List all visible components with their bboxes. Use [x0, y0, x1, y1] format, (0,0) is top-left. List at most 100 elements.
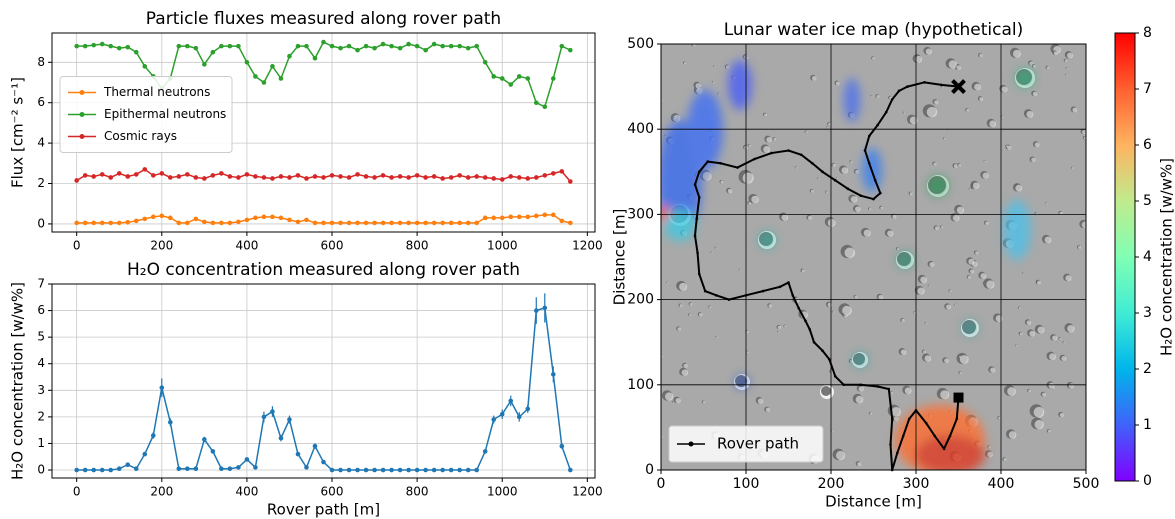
- point: [516, 74, 522, 79]
- crater-rim: [892, 214, 897, 219]
- crater-rim: [880, 206, 884, 210]
- point: [873, 179, 877, 182]
- colorbar: [1114, 32, 1136, 482]
- point: [423, 467, 428, 473]
- point: [219, 171, 224, 176]
- crater-rim: [844, 247, 856, 259]
- point: [287, 175, 292, 180]
- legend-box: [59, 76, 233, 153]
- crater-rim: [768, 304, 772, 308]
- crater-rim: [958, 163, 962, 167]
- point: [236, 219, 241, 225]
- crater-rim: [1015, 344, 1018, 347]
- point: [142, 64, 148, 69]
- crater-rim: [915, 55, 923, 63]
- x-tick-label: 100: [733, 476, 760, 492]
- crater-rim: [1012, 49, 1021, 58]
- legend-box: [668, 425, 824, 463]
- point: [159, 385, 165, 390]
- point: [74, 178, 79, 183]
- point: [533, 175, 539, 180]
- point: [821, 349, 824, 353]
- point: [287, 217, 292, 223]
- crater-rim: [876, 94, 880, 98]
- point: [397, 467, 403, 473]
- point: [176, 220, 182, 226]
- point: [304, 217, 309, 223]
- point: [431, 220, 437, 226]
- point: [185, 172, 190, 177]
- point: [440, 467, 445, 473]
- point: [465, 467, 471, 473]
- point: [108, 220, 114, 226]
- point: [236, 465, 241, 470]
- point: [482, 59, 488, 65]
- point: [312, 55, 318, 61]
- point: [278, 215, 284, 221]
- point: [491, 176, 497, 181]
- point: [380, 467, 386, 473]
- point: [99, 467, 105, 473]
- crater-rim: [928, 285, 931, 287]
- point: [116, 45, 122, 51]
- point: [525, 176, 531, 181]
- crater-rim: [710, 251, 713, 254]
- point: [448, 43, 454, 49]
- crater-rim: [972, 182, 980, 189]
- point: [867, 161, 871, 165]
- crater-rim: [1045, 202, 1048, 205]
- point: [150, 433, 156, 438]
- crater-rim: [1032, 64, 1036, 68]
- crater-rim: [665, 392, 674, 401]
- point: [185, 220, 190, 226]
- point: [448, 175, 454, 180]
- x-tick-label: 1200: [572, 485, 603, 499]
- point: [474, 43, 479, 49]
- legend-marker: [688, 441, 694, 447]
- point: [397, 220, 403, 226]
- point: [457, 220, 462, 226]
- crater-rim: [1007, 145, 1012, 150]
- point: [253, 215, 258, 221]
- point: [533, 308, 539, 313]
- crater-rim: [855, 206, 861, 212]
- axes-frame: [51, 283, 596, 479]
- point: [219, 466, 224, 471]
- crater-rim: [925, 48, 932, 55]
- point: [389, 220, 394, 226]
- point: [474, 467, 479, 473]
- point: [533, 100, 539, 106]
- point: [499, 76, 505, 81]
- crater-rim: [784, 325, 787, 328]
- point: [423, 220, 428, 226]
- point: [559, 43, 565, 49]
- colorbar-tick-label: 0: [1143, 473, 1152, 489]
- crater-rim: [828, 122, 832, 126]
- point: [287, 417, 292, 422]
- point: [889, 443, 892, 446]
- x-tick-label: 400: [235, 239, 258, 253]
- point: [887, 387, 891, 391]
- point: [491, 215, 497, 221]
- crater-rim: [1081, 221, 1086, 229]
- x-axis-label: Distance [m]: [825, 493, 922, 511]
- point: [380, 41, 386, 47]
- x-tick-label: 400: [235, 485, 258, 499]
- crater-rim: [1001, 86, 1008, 93]
- point: [202, 437, 207, 442]
- y-tick-label: 6: [37, 303, 45, 317]
- crater-rim: [1067, 324, 1075, 333]
- point: [423, 175, 428, 180]
- point: [542, 305, 548, 311]
- crater-rim: [974, 83, 981, 91]
- point: [940, 83, 943, 87]
- point: [116, 171, 122, 176]
- crater-rim: [980, 273, 987, 279]
- crater-rim: [900, 349, 907, 355]
- crater-rim: [1065, 74, 1068, 76]
- crater-rim: [959, 371, 962, 375]
- crater-rim: [982, 172, 989, 179]
- point: [295, 219, 301, 225]
- colorbar-tick-label: 1: [1143, 417, 1152, 433]
